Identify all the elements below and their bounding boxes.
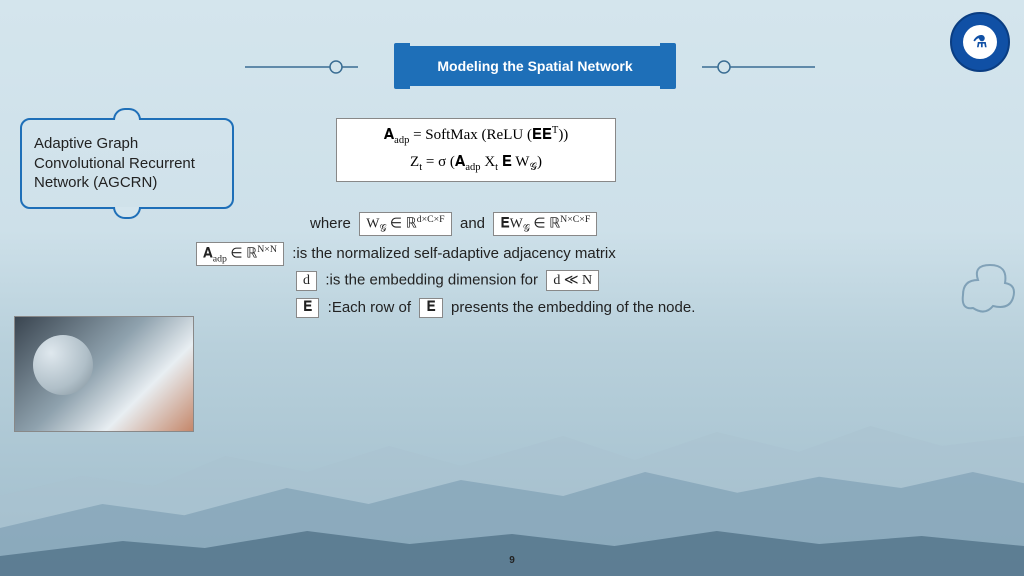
adj-desc: :is the normalized self-adaptive adjacen… [292,245,615,262]
equation-line-2: Zt = σ (𝐀adp Xt 𝐄 W𝒢) [347,150,605,177]
eq-e2: 𝐄 [419,298,442,318]
and-label: and [460,215,485,232]
where-label: where [310,215,351,232]
eq-aadp: 𝐀adp ∈ ℝN×N [196,242,284,266]
ornament-left [240,60,360,74]
equation-line-1: 𝐀adp = SoftMax (ReLU (𝐄𝐄T)) [347,123,605,150]
line-adj: 𝐀adp ∈ ℝN×N :is the normalized self-adap… [196,242,616,266]
equation-main: 𝐀adp = SoftMax (ReLU (𝐄𝐄T)) Zt = σ (𝐀adp… [336,118,616,182]
method-callout: Adaptive Graph Convolutional Recurrent N… [20,118,234,209]
e-desc-a: :Each row of [328,299,411,316]
eq-wg: W𝒢 ∈ ℝd×C×F [359,212,451,236]
university-logo: ⚗ [950,12,1010,72]
cloud-ornament-icon [958,255,1018,315]
eq-d: d [296,271,317,291]
title-banner: Modeling the Spatial Network [400,46,670,86]
line-d: d :is the embedding dimension for d ≪ N [296,270,599,291]
decorative-photo [14,316,194,432]
slide-root: Modeling the Spatial Network ⚗ Adaptive … [0,0,1024,576]
eq-ewg: 𝐄W𝒢 ∈ ℝN×C×F [493,212,597,236]
callout-text: Adaptive Graph Convolutional Recurrent N… [34,135,195,191]
ornament-right [700,60,820,74]
title-text: Modeling the Spatial Network [437,58,632,74]
logo-inner-icon: ⚗ [963,25,997,59]
page-number: 9 [509,555,515,566]
line-where: where W𝒢 ∈ ℝd×C×F and 𝐄W𝒢 ∈ ℝN×C×F [310,212,597,236]
eq-e1: 𝐄 [296,298,319,318]
e-desc-b: presents the embedding of the node. [451,299,695,316]
line-e: 𝐄 :Each row of 𝐄 presents the embedding … [296,298,695,318]
eq-dlln: d ≪ N [546,270,599,291]
d-desc: :is the embedding dimension for [325,271,538,288]
